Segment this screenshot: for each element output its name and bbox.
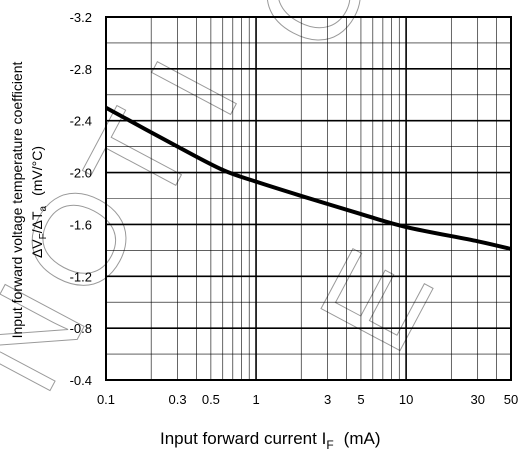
- watermark-letter: E: [291, 228, 461, 373]
- x-tick-label: 50: [504, 392, 518, 407]
- y-tick-labels: -3.2 -2.8 -2.4 -2.0 -1.6 -1.2 -0.8 -0.4: [70, 10, 92, 388]
- y-tick-label: -3.2: [70, 10, 92, 25]
- y-tick-label: -0.8: [70, 321, 92, 336]
- series-layer: [105, 105, 512, 252]
- plot-frame: [105, 16, 512, 381]
- x-tick-labels: 0.1 0.3 0.5 1 3 5 10 30 50: [97, 392, 518, 407]
- x-tick-label: 5: [357, 392, 364, 407]
- y-tick-label: -1.6: [70, 217, 92, 232]
- x-tick-label: 30: [470, 392, 484, 407]
- y-tick-label: -0.4: [70, 373, 92, 388]
- x-tick-label: 10: [399, 392, 413, 407]
- y-tick-label: -2.4: [70, 114, 92, 129]
- x-tick-label: 3: [324, 392, 331, 407]
- x-axis-title: Input forward current IF (mA): [160, 429, 380, 452]
- x-tick-label: 0.3: [169, 392, 187, 407]
- y-tick-label: -1.2: [70, 269, 92, 284]
- y-tick-label: -2.0: [70, 166, 92, 181]
- y-tick-label: -2.8: [70, 62, 92, 77]
- y-axis-title-line1: Input forward voltage temperature coeffi…: [9, 62, 25, 339]
- y-axis-title-line2: ΔVF/ΔTa(mV/°C): [29, 146, 49, 258]
- y-axis-title: Input forward voltage temperature coeffi…: [9, 62, 49, 339]
- x-tick-label: 0.5: [202, 392, 220, 407]
- x-tick-label: 1: [252, 392, 259, 407]
- x-tick-label: 0.1: [97, 392, 115, 407]
